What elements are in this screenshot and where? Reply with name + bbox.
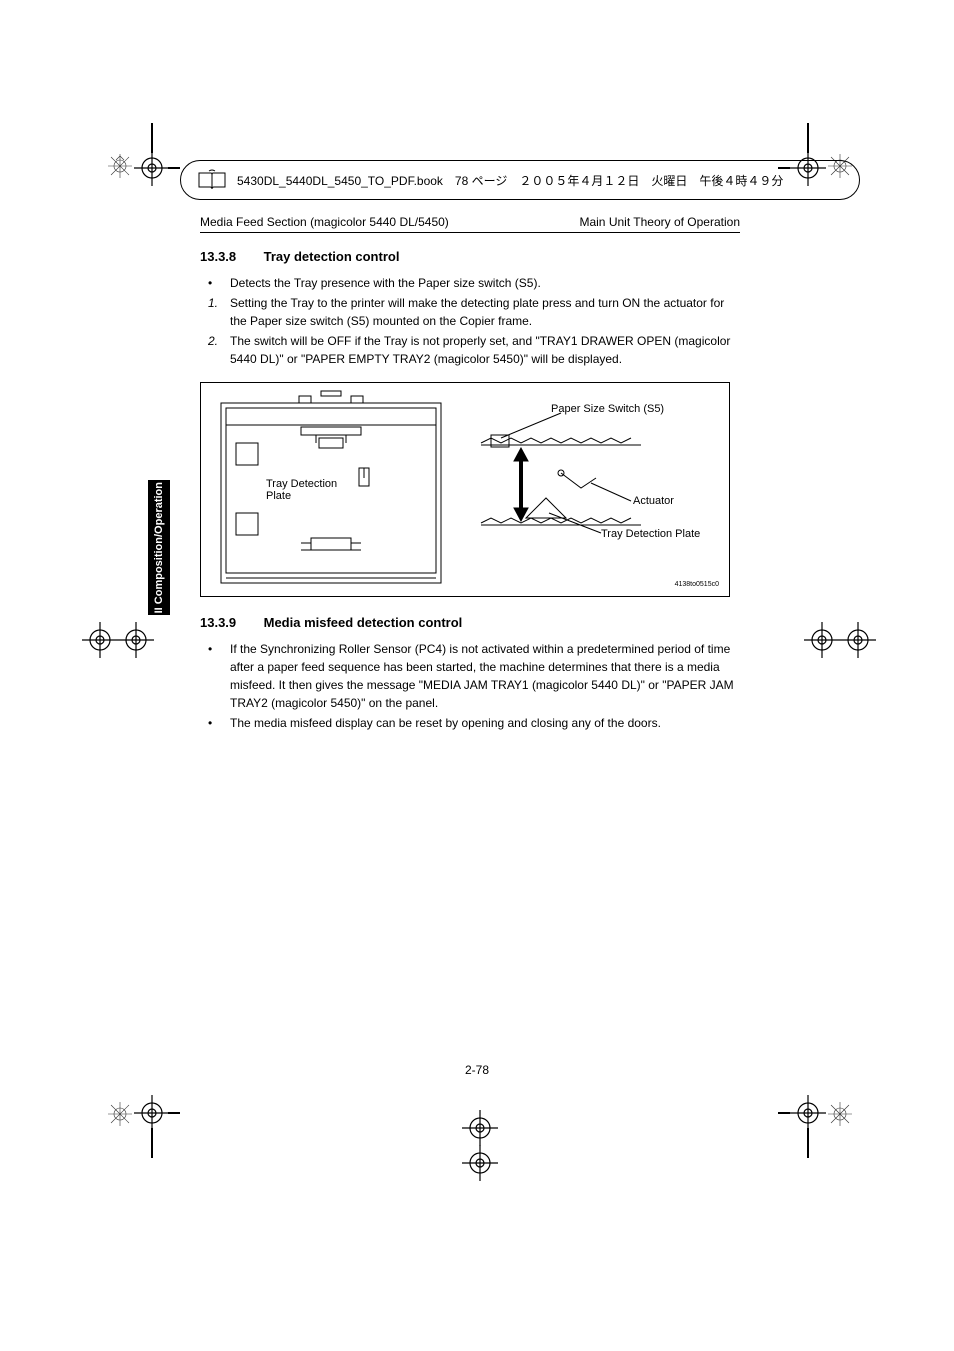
registration-mark-icon	[462, 1110, 498, 1146]
section-title: Media misfeed detection control	[264, 615, 463, 630]
list-text: Setting the Tray to the printer will mak…	[230, 294, 740, 330]
bullet-icon: •	[208, 714, 230, 732]
section-title: Tray detection control	[264, 249, 400, 264]
list-item: • If the Synchronizing Roller Sensor (PC…	[208, 640, 740, 712]
crop-line	[778, 1112, 790, 1114]
crop-line	[168, 167, 180, 169]
registration-mark-icon	[82, 622, 118, 658]
figure-label: Actuator	[633, 495, 674, 507]
crop-line	[151, 1128, 153, 1158]
crop-line	[151, 123, 153, 153]
running-head-left: Media Feed Section (magicolor 5440 DL/54…	[200, 215, 449, 229]
section-heading: 13.3.8 Tray detection control	[200, 249, 740, 264]
figure-label: Paper Size Switch (S5)	[551, 403, 664, 415]
sidebar-label: II Composition/Operation	[153, 482, 165, 613]
running-head: Media Feed Section (magicolor 5440 DL/54…	[200, 215, 740, 233]
crop-line	[807, 123, 809, 153]
sidebar-tab: II Composition/Operation	[148, 480, 170, 615]
list-item: • The media misfeed display can be reset…	[208, 714, 740, 732]
list-text: The switch will be OFF if the Tray is no…	[230, 332, 740, 368]
figure-code: 4138to0515c0	[675, 581, 719, 588]
starburst-icon	[106, 1100, 134, 1128]
registration-mark-icon	[118, 622, 154, 658]
registration-mark-icon	[840, 622, 876, 658]
list-item: • Detects the Tray presence with the Pap…	[208, 274, 740, 292]
header-bar: 5430DL_5440DL_5450_TO_PDF.book 78 ページ ２０…	[180, 160, 860, 200]
step-number: 1.	[208, 294, 230, 330]
registration-mark-icon	[134, 150, 170, 186]
section2-list: • If the Synchronizing Roller Sensor (PC…	[200, 640, 740, 732]
registration-mark-icon	[462, 1145, 498, 1181]
header-text: 5430DL_5440DL_5450_TO_PDF.book 78 ページ ２０…	[237, 172, 783, 189]
section-number: 13.3.9	[200, 615, 260, 630]
starburst-icon	[826, 1100, 854, 1128]
list-text: The media misfeed display can be reset b…	[230, 714, 661, 732]
content-area: Media Feed Section (magicolor 5440 DL/54…	[200, 215, 740, 746]
crop-line	[807, 1128, 809, 1158]
registration-mark-icon	[804, 622, 840, 658]
figure-label: Tray Detection Plate	[601, 528, 700, 540]
section-heading: 13.3.9 Media misfeed detection control	[200, 615, 740, 630]
page-container: 5430DL_5440DL_5450_TO_PDF.book 78 ページ ２０…	[0, 0, 954, 1351]
book-icon	[197, 169, 227, 191]
section-number: 13.3.8	[200, 249, 260, 264]
starburst-icon	[106, 152, 134, 180]
crop-line	[168, 1112, 180, 1114]
registration-mark-icon	[134, 1095, 170, 1131]
figure-box: Tray Detection Plate Paper Size Switch (…	[200, 382, 730, 597]
running-head-right: Main Unit Theory of Operation	[579, 215, 740, 229]
registration-mark-icon	[790, 1095, 826, 1131]
section1-list: • Detects the Tray presence with the Pap…	[200, 274, 740, 368]
bullet-icon: •	[208, 274, 230, 292]
list-text: Detects the Tray presence with the Paper…	[230, 274, 541, 292]
list-item: 2. The switch will be OFF if the Tray is…	[208, 332, 740, 368]
figure-label: Tray Detection Plate	[266, 478, 356, 502]
list-text: If the Synchronizing Roller Sensor (PC4)…	[230, 640, 740, 712]
list-item: 1. Setting the Tray to the printer will …	[208, 294, 740, 330]
page-number: 2-78	[0, 1063, 954, 1077]
bullet-icon: •	[208, 640, 230, 712]
step-number: 2.	[208, 332, 230, 368]
